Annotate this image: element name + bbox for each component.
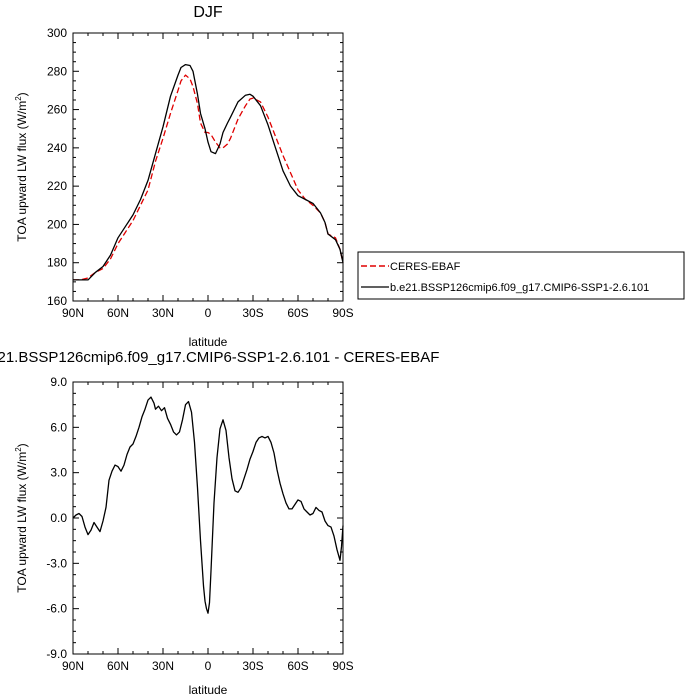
chart-diff-x-tick-label: 90S [332, 659, 353, 673]
chart-djf-legend-label-ceres: CERES-EBAF [390, 261, 461, 273]
chart-diff-y-tick-label: -9.0 [46, 647, 67, 661]
chart-djf-x-axis-label: latitude [189, 335, 228, 349]
chart-djf-x-tick-label: 90N [62, 306, 84, 320]
chart-diff-x-tick-label: 30S [242, 659, 263, 673]
chart-djf-ticks: 90N 60N 30N 0 30S 60S 90S 160 180 200 220 240 260 280… [47, 26, 354, 320]
chart-djf-y-axis-label-sup: 2 [14, 96, 23, 101]
chart-djf-legend-box [357, 251, 685, 300]
chart-diff-x-tick-label: 60S [287, 659, 308, 673]
chart-djf-y-tick-label: 160 [47, 294, 67, 308]
chart-djf-x-tick-label: 60S [287, 306, 308, 320]
chart-djf-y-tick-label: 220 [47, 179, 67, 193]
chart-diff-y-axis-label-main: TOA upward LW flux (W/m [15, 452, 29, 593]
chart-djf-legend: CERES-EBAF b.e21.BSSP126cmip6.f09_g17.CM… [357, 251, 685, 300]
chart-djf-frame [72, 32, 344, 302]
chart-djf-series-line-0 [73, 74, 344, 281]
chart-diff-y-tick-label: -6.0 [46, 602, 67, 616]
chart-diff-y-tick-label: -3.0 [46, 556, 67, 570]
chart-djf-x-tick-label: 0 [205, 306, 212, 320]
chart-djf-x-tick-label: 60N [107, 306, 129, 320]
chart-diff-title: b.e21.BSSP126cmip6.f09_g17.CMIP6-SSP1-2.… [0, 349, 439, 366]
chart-djf-y-tick-label: 200 [47, 217, 67, 231]
chart-djf-y-axis-label-main: TOA upward LW flux (W/m [15, 101, 29, 242]
chart-djf-y-tick-label: 280 [47, 64, 67, 78]
chart-diff-y-tick-label: 9.0 [50, 375, 67, 389]
chart-diff-y-tick-label: 0.0 [50, 511, 67, 525]
chart-diff-x-tick-label: 30N [152, 659, 174, 673]
chart-djf-y-tick-label: 300 [47, 26, 67, 40]
chart-djf-y-axis-label-close: ) [15, 92, 29, 96]
chart-diff-x-tick-label: 0 [205, 659, 212, 673]
chart-diff-y-axis-label-sup: 2 [14, 447, 23, 452]
chart-djf-series [73, 63, 344, 281]
chart-diff: b.e21.BSSP126cmip6.f09_g17.CMIP6-SSP1-2.… [0, 349, 439, 697]
chart-diff-x-tick-label: 90N [62, 659, 84, 673]
chart-djf-x-tick-label: 30N [152, 306, 174, 320]
chart-diff-series-line-0 [72, 396, 344, 614]
chart-djf-x-tick-label: 90S [332, 306, 353, 320]
chart-diff-y-axis-label: TOA upward LW flux (W/m2) [14, 443, 29, 592]
chart-djf-x-tick-label: 30S [242, 306, 263, 320]
chart-djf-y-tick-label: 260 [47, 103, 67, 117]
chart-diff-y-axis-label-close: ) [15, 443, 29, 447]
chart-diff-x-axis-label: latitude [189, 683, 228, 697]
chart-djf-y-tick-label: 240 [47, 141, 67, 155]
chart-djf-y-axis-label: TOA upward LW flux (W/m2) [14, 92, 29, 241]
chart-diff-x-tick-label: 60N [107, 659, 129, 673]
chart-djf: DJF 90N 60N 30N 0 30S 60S 90S 160 180 200 220 240 26… [14, 4, 685, 349]
chart-djf-y-tick-label: 180 [47, 256, 67, 270]
chart-diff-ticks: 90N 60N 30N 0 30S 60S 90S -9.0 -6.0 -3.0 0.0 3.0 6.0… [46, 375, 353, 673]
chart-diff-series [72, 396, 344, 614]
chart-djf-series-line-1 [73, 63, 344, 281]
chart-diff-y-tick-label: 6.0 [50, 420, 67, 434]
chart-djf-title: DJF [193, 4, 223, 21]
chart-djf-legend-label-model: b.e21.BSSP126cmip6.f09_g17.CMIP6-SSP1-2.… [390, 282, 649, 294]
chart-diff-y-tick-label: 3.0 [50, 466, 67, 480]
